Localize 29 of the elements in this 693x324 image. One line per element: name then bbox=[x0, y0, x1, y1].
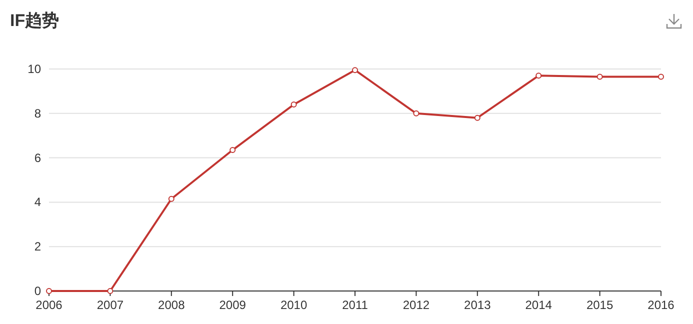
point bbox=[536, 72, 542, 79]
x-tick-label: 2006 bbox=[36, 298, 63, 312]
x-tick-label: 2016 bbox=[648, 298, 675, 312]
y-tick-label: 8 bbox=[34, 106, 42, 120]
x-tick-label: 2014 bbox=[525, 298, 552, 312]
point bbox=[596, 74, 603, 80]
x-tick-label: 2008 bbox=[158, 298, 186, 312]
point bbox=[46, 288, 52, 294]
point bbox=[413, 110, 420, 116]
x-tick-label: 2013 bbox=[464, 298, 492, 312]
y-tick-label: 0 bbox=[34, 284, 42, 298]
x-tick-label: 2011 bbox=[342, 298, 368, 312]
chart-title: IF趋势 bbox=[10, 11, 60, 30]
y-tick-label: 6 bbox=[34, 150, 42, 165]
y-tick-label: 4 bbox=[34, 195, 42, 210]
point bbox=[658, 74, 664, 80]
point bbox=[352, 67, 358, 74]
point bbox=[290, 102, 297, 108]
x-tick-label: 2012 bbox=[402, 298, 430, 312]
point bbox=[107, 288, 114, 294]
point bbox=[230, 147, 236, 154]
x-tick-label: 2009 bbox=[219, 298, 246, 312]
y-tick-label: 2 bbox=[34, 240, 42, 254]
point bbox=[168, 196, 174, 202]
point bbox=[474, 114, 480, 121]
x-tick-label: 2010 bbox=[280, 298, 308, 312]
y-tick-label: 10 bbox=[28, 62, 42, 76]
x-tick-label: 2007 bbox=[96, 298, 124, 312]
x-tick-label: 2015 bbox=[586, 298, 614, 312]
